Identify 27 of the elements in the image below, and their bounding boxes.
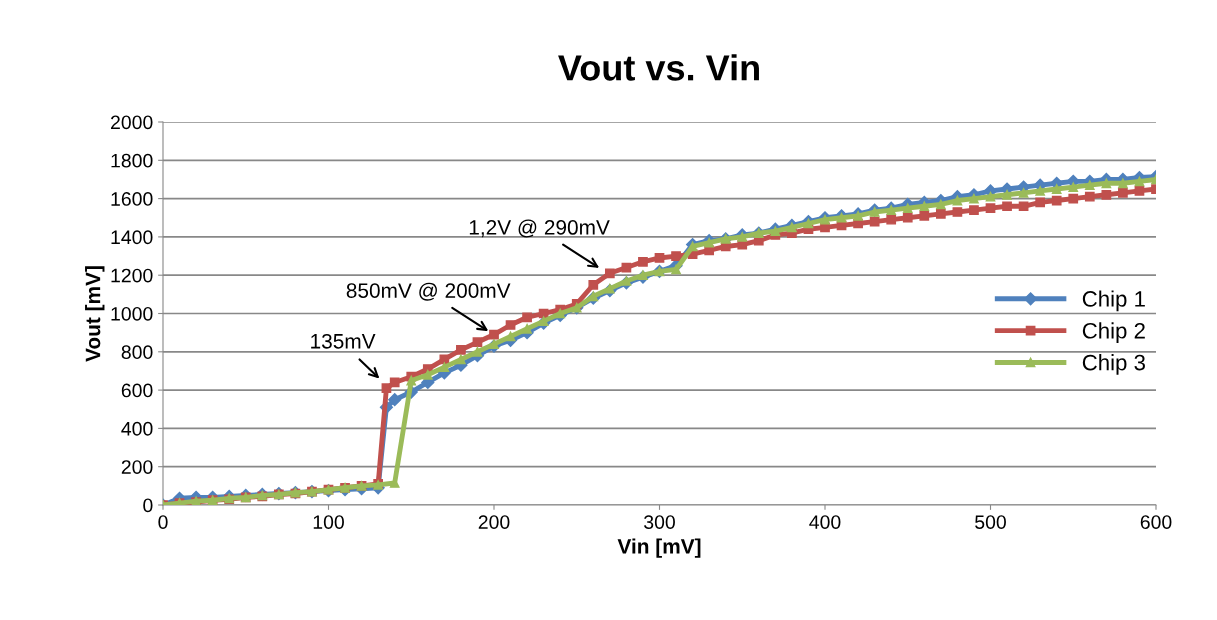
annotation: 135mV	[311, 333, 376, 349]
annotation: 850mV @ 200mV	[346, 282, 511, 301]
y-tick-label: 1800	[111, 153, 153, 168]
x-tick-label: 500	[975, 515, 1006, 529]
y-tick-label: 0	[143, 498, 153, 513]
x-axis-title: Vin [mV]	[617, 538, 701, 558]
chart-title: Vout vs. Vin	[558, 54, 759, 81]
y-tick-label: 600	[121, 383, 153, 398]
y-tick-label: 1400	[111, 230, 153, 245]
x-tick-label: 400	[809, 515, 841, 529]
x-tick-label: 100	[313, 515, 344, 529]
y-tick-label: 800	[121, 345, 153, 360]
x-tick-label: 300	[644, 515, 675, 529]
x-tick-label: 600	[1140, 515, 1172, 529]
y-tick-label: 1600	[111, 192, 153, 206]
legend-label: Chip 2	[1082, 322, 1145, 344]
y-axis-title: Vout [mV]	[85, 266, 105, 362]
y-tick-label: 1000	[111, 306, 153, 321]
legend-label: Chip 1	[1082, 290, 1145, 312]
y-tick-label: 200	[121, 460, 153, 474]
x-tick-label: 0	[158, 515, 168, 529]
x-tick-label: 200	[478, 515, 510, 529]
annotation: 1,2V @ 290mV	[469, 219, 610, 238]
y-tick-label: 1200	[111, 268, 153, 283]
y-tick-label: 2000	[111, 115, 153, 130]
legend-label: Chip 3	[1082, 354, 1145, 375]
y-tick-label: 400	[121, 421, 153, 436]
